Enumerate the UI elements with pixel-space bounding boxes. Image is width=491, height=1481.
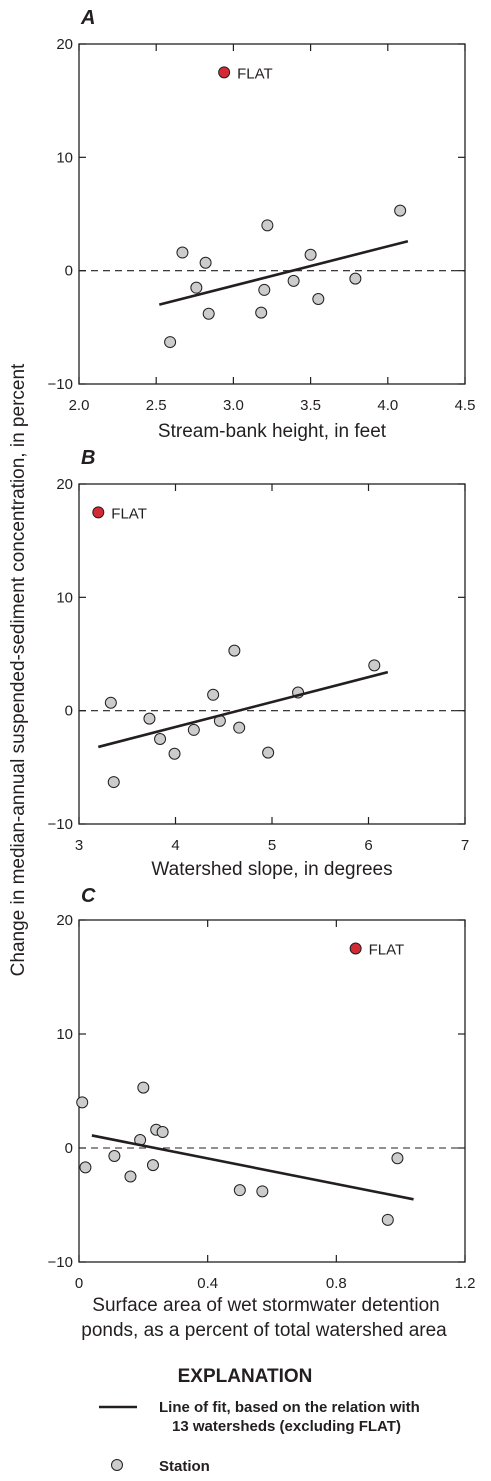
- y-tick-label: 0: [65, 703, 73, 720]
- y-tick-label: −10: [48, 816, 73, 833]
- station-point: [190, 281, 203, 294]
- station-point: [255, 306, 268, 319]
- station-point: [312, 293, 325, 305]
- station-point: [304, 248, 317, 261]
- station-point: [168, 747, 181, 760]
- station-point: [228, 644, 241, 657]
- x-axis-label: Stream-bank height, in feet: [158, 421, 387, 442]
- y-tick-label: 20: [56, 476, 73, 493]
- x-tick-label: 1.2: [455, 1275, 476, 1292]
- legend-station-marker: [111, 1459, 123, 1471]
- x-tick-label: 7: [461, 837, 469, 854]
- station-point: [368, 659, 381, 672]
- station-point: [146, 1159, 159, 1172]
- station-point: [258, 283, 271, 296]
- x-axis-label-line-1: Surface area of wet stormwater detention: [92, 1295, 439, 1316]
- legend-line-label-1: Line of fit, based on the relation with: [159, 1399, 420, 1416]
- station-point: [79, 1161, 92, 1174]
- flat-label: FLAT: [369, 942, 405, 959]
- flat-point: [218, 66, 231, 79]
- station-point: [261, 219, 274, 232]
- flat-label: FLAT: [111, 505, 147, 522]
- station-point: [207, 688, 220, 701]
- station-point: [107, 776, 120, 789]
- station-point: [104, 696, 117, 709]
- chart-panel-b: B 3 4 5 6 7 −10 0 10 20 Watershed slope, in degree…: [48, 447, 470, 880]
- flat-point: [349, 942, 362, 955]
- station-point: [256, 1185, 269, 1198]
- y-tick-label: 10: [56, 589, 73, 606]
- y-tick-label: 10: [56, 149, 73, 166]
- station-point: [394, 204, 407, 217]
- panel-letter: A: [80, 7, 95, 29]
- plot-frame: [78, 483, 466, 825]
- x-tick-label: 4.5: [455, 397, 476, 414]
- line-of-fit: [91, 1134, 414, 1201]
- flat-label: FLAT: [237, 65, 273, 82]
- station-point: [349, 272, 362, 285]
- line-of-fit: [97, 670, 389, 749]
- station-point: [199, 256, 212, 269]
- station-point: [137, 1081, 150, 1094]
- station-point: [108, 1149, 121, 1162]
- plot-frame: [78, 43, 466, 385]
- y-tick-label: −10: [48, 376, 73, 393]
- station-point: [176, 246, 189, 259]
- x-tick-label: 6: [364, 837, 372, 854]
- station-point: [287, 274, 300, 287]
- line-of-fit: [158, 239, 409, 306]
- x-axis-label: Watershed slope, in degrees: [151, 859, 392, 880]
- x-tick-label: 0.4: [197, 1275, 218, 1292]
- station-point: [202, 307, 215, 320]
- y-axis-label: Change in median-annual suspended-sedime…: [8, 363, 29, 976]
- station-point: [262, 746, 275, 759]
- station-point: [233, 1184, 246, 1197]
- y-tick-label: 0: [65, 263, 73, 280]
- x-tick-label: 4: [171, 837, 179, 854]
- station-point: [233, 721, 246, 734]
- station-point: [76, 1096, 89, 1109]
- station-point: [187, 723, 200, 736]
- panel-letter: C: [81, 885, 96, 907]
- flat-point: [92, 506, 105, 519]
- x-tick-label: 0.8: [326, 1275, 347, 1292]
- explanation-title: EXPLANATION: [178, 1366, 313, 1387]
- x-tick-label: 3: [75, 837, 83, 854]
- x-tick-label: 2.0: [69, 397, 90, 414]
- x-tick-label: 5: [268, 837, 276, 854]
- y-tick-label: 0: [65, 1140, 73, 1157]
- legend-station-label: Station: [159, 1458, 210, 1475]
- x-tick-label: 3.0: [223, 397, 244, 414]
- panel-letter: B: [81, 447, 95, 469]
- explanation: EXPLANATION Line of fit, based on the re…: [99, 1366, 420, 1475]
- station-point: [143, 712, 156, 725]
- y-tick-label: −10: [48, 1254, 73, 1271]
- station-point: [156, 1126, 169, 1139]
- x-tick-label: 0: [75, 1275, 83, 1292]
- x-tick-label: 2.5: [146, 397, 167, 414]
- x-axis-label-line-2: ponds, as a percent of total watershed a…: [81, 1320, 447, 1341]
- y-tick-label: 20: [56, 912, 73, 929]
- y-tick-label: 20: [56, 36, 73, 53]
- legend-line-label-2: 13 watersheds (excluding FLAT): [172, 1418, 401, 1435]
- station-point: [154, 733, 167, 745]
- plot-frame: [78, 919, 466, 1263]
- x-tick-label: 3.5: [300, 397, 321, 414]
- station-point: [391, 1152, 404, 1165]
- x-tick-label: 4.0: [377, 397, 398, 414]
- station-point: [124, 1170, 137, 1183]
- y-tick-label: 10: [56, 1026, 73, 1043]
- station-point: [381, 1213, 394, 1226]
- chart-panel-a: A 2.0 2.5 3.0 3.5 4.0 4.5 −10 0 10 20 Stream-bank h…: [48, 7, 476, 442]
- station-point: [164, 336, 177, 349]
